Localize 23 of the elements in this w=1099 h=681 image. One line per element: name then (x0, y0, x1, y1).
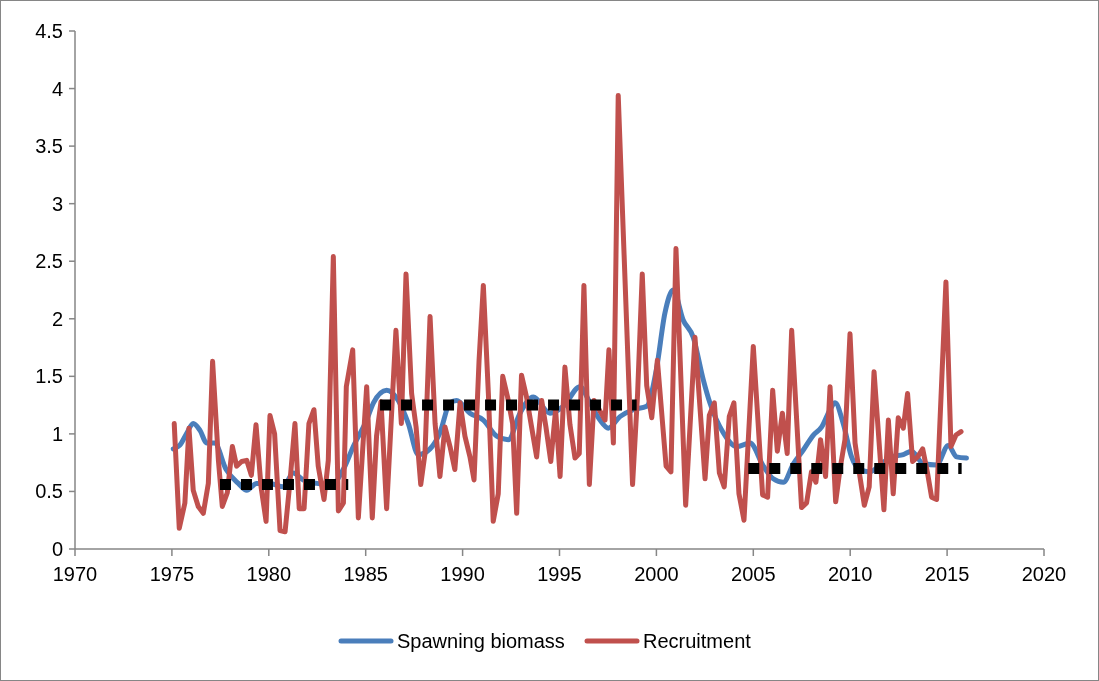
y-tick-label: 4.5 (35, 20, 63, 42)
x-tick-label: 1985 (343, 563, 388, 585)
x-tick-label: 2020 (1021, 563, 1067, 585)
y-tick-label: 1 (51, 422, 63, 445)
y-tick-label: 0.5 (35, 480, 63, 503)
x-tick-label: 2015 (924, 563, 970, 585)
legend-label: Spawning biomass (397, 630, 565, 652)
x-tick-label: 1980 (246, 563, 292, 585)
y-tick-label: 3 (51, 192, 63, 215)
x-tick-label: 2000 (634, 563, 679, 585)
legend-label: Recruitment (643, 630, 752, 652)
y-tick-label: 2.5 (35, 250, 63, 273)
x-tick-label: 1970 (52, 563, 98, 585)
x-tick-label: 1975 (149, 563, 195, 585)
y-tick-label: 0 (51, 538, 63, 560)
x-tick-label: 1995 (537, 563, 582, 585)
x-tick-label: 1990 (440, 563, 485, 585)
x-tick-label: 2010 (827, 563, 873, 585)
y-tick-label: 2 (51, 307, 63, 330)
y-tick-label: 1.5 (35, 365, 63, 388)
x-tick-label: 2005 (731, 563, 776, 585)
y-tick-label: 3.5 (35, 135, 63, 158)
y-tick-label: 4 (51, 77, 63, 100)
